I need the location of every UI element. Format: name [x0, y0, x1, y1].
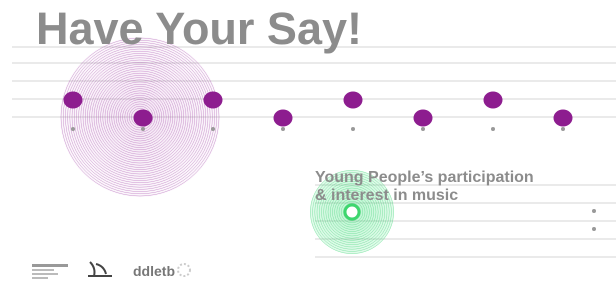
note	[274, 110, 293, 127]
note	[414, 110, 433, 127]
note	[344, 92, 363, 109]
logo-mark	[32, 277, 48, 279]
poster: Have Your Say! Young People’s participat…	[0, 0, 616, 286]
dot	[211, 127, 215, 131]
logo-mark	[32, 269, 54, 271]
dot	[592, 209, 596, 213]
subtitle-line: Young People’s participation	[315, 169, 534, 186]
dot	[351, 127, 355, 131]
note	[64, 92, 83, 109]
note	[484, 92, 503, 109]
note-ring	[345, 205, 359, 219]
dot	[561, 127, 565, 131]
note	[204, 92, 223, 109]
dot	[491, 127, 495, 131]
logo-mark	[88, 262, 112, 276]
note	[134, 110, 153, 127]
page: Have Your Say! Young People’s participat…	[0, 0, 616, 286]
logos: ddletb	[32, 262, 190, 279]
logo-mark	[178, 264, 190, 276]
dot	[421, 127, 425, 131]
title: Have Your Say!	[36, 3, 362, 54]
logo-mark	[32, 264, 68, 267]
dot	[281, 127, 285, 131]
dot	[141, 127, 145, 131]
subtitle-line: & interest in music	[315, 187, 458, 204]
logo-mark	[32, 273, 58, 275]
dot	[71, 127, 75, 131]
logo-text: ddletb	[133, 263, 175, 279]
note	[554, 110, 573, 127]
dot	[592, 227, 596, 231]
